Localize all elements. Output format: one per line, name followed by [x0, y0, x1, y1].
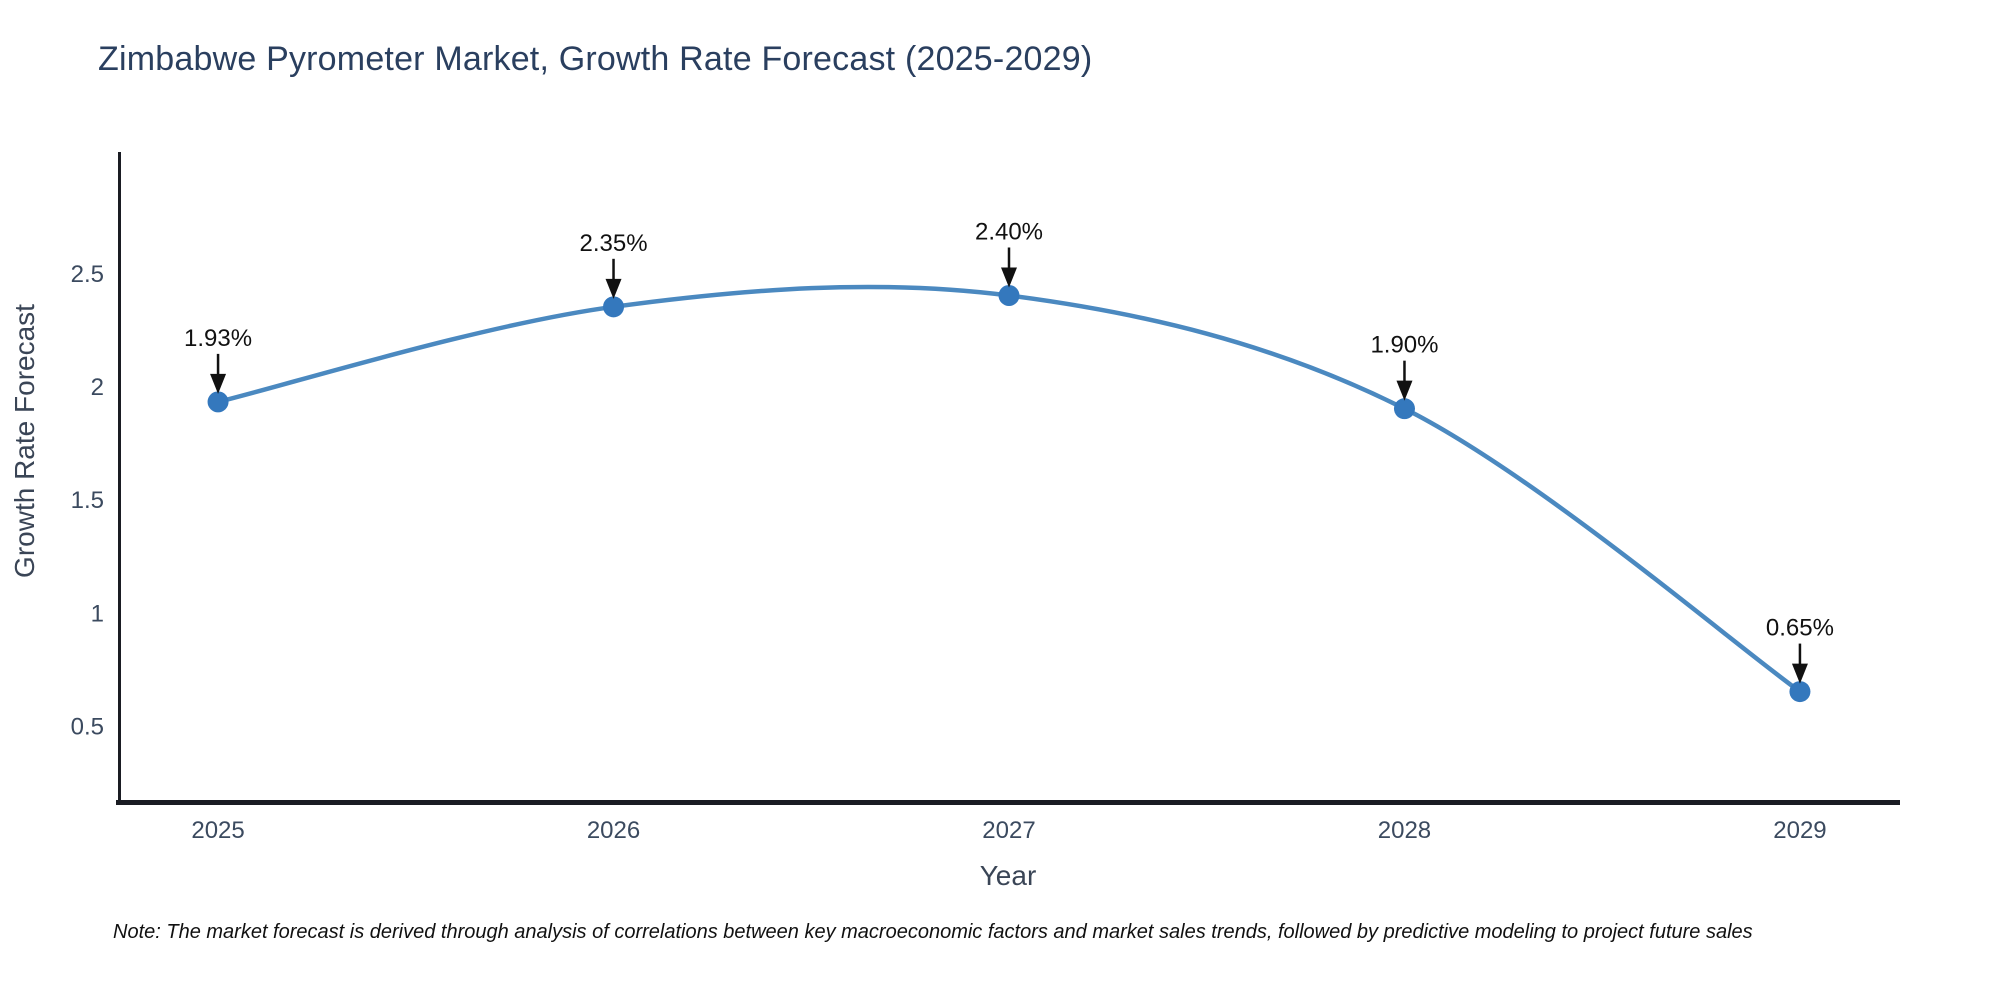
forecast-line — [215, 284, 1803, 694]
annotation-arrowhead — [210, 373, 227, 394]
y-axis-title: Growth Rate Forecast — [9, 304, 40, 578]
y-tick-label: 0.5 — [71, 714, 104, 741]
y-tick-label: 1.5 — [71, 487, 104, 514]
point-label: 2.40% — [975, 218, 1043, 245]
annotation-arrowhead — [1001, 267, 1017, 288]
point-label: 1.90% — [1370, 332, 1438, 359]
point-label: 0.65% — [1766, 615, 1834, 642]
data-point-2027[interactable] — [998, 284, 1020, 306]
y-tick-label: 1 — [91, 600, 104, 627]
chart-title: Zimbabwe Pyrometer Market, Growth Rate F… — [98, 40, 1093, 78]
annotation-arrowhead — [605, 278, 622, 299]
x-tick-label: 2026 — [587, 817, 640, 844]
point-label: 2.35% — [579, 230, 647, 257]
x-axis-title: Year — [979, 860, 1037, 891]
point-label: 1.93% — [184, 325, 252, 352]
x-tick-label: 2029 — [1773, 817, 1826, 844]
x-tick-label: 2027 — [982, 817, 1035, 844]
data-point-2029[interactable] — [1789, 681, 1811, 703]
y-tick-label: 2 — [91, 374, 104, 401]
annotation-arrowhead — [1791, 663, 1808, 684]
footnote: Note: The market forecast is derived thr… — [113, 921, 1753, 943]
y-tick-label: 2.5 — [71, 261, 104, 288]
annotation-arrowhead — [1396, 380, 1413, 401]
data-point-2025[interactable] — [207, 391, 229, 413]
data-point-2026[interactable] — [603, 296, 625, 318]
x-tick-label: 2025 — [191, 817, 244, 844]
x-tick-label: 2028 — [1378, 817, 1431, 844]
data-point-2028[interactable] — [1393, 398, 1415, 420]
